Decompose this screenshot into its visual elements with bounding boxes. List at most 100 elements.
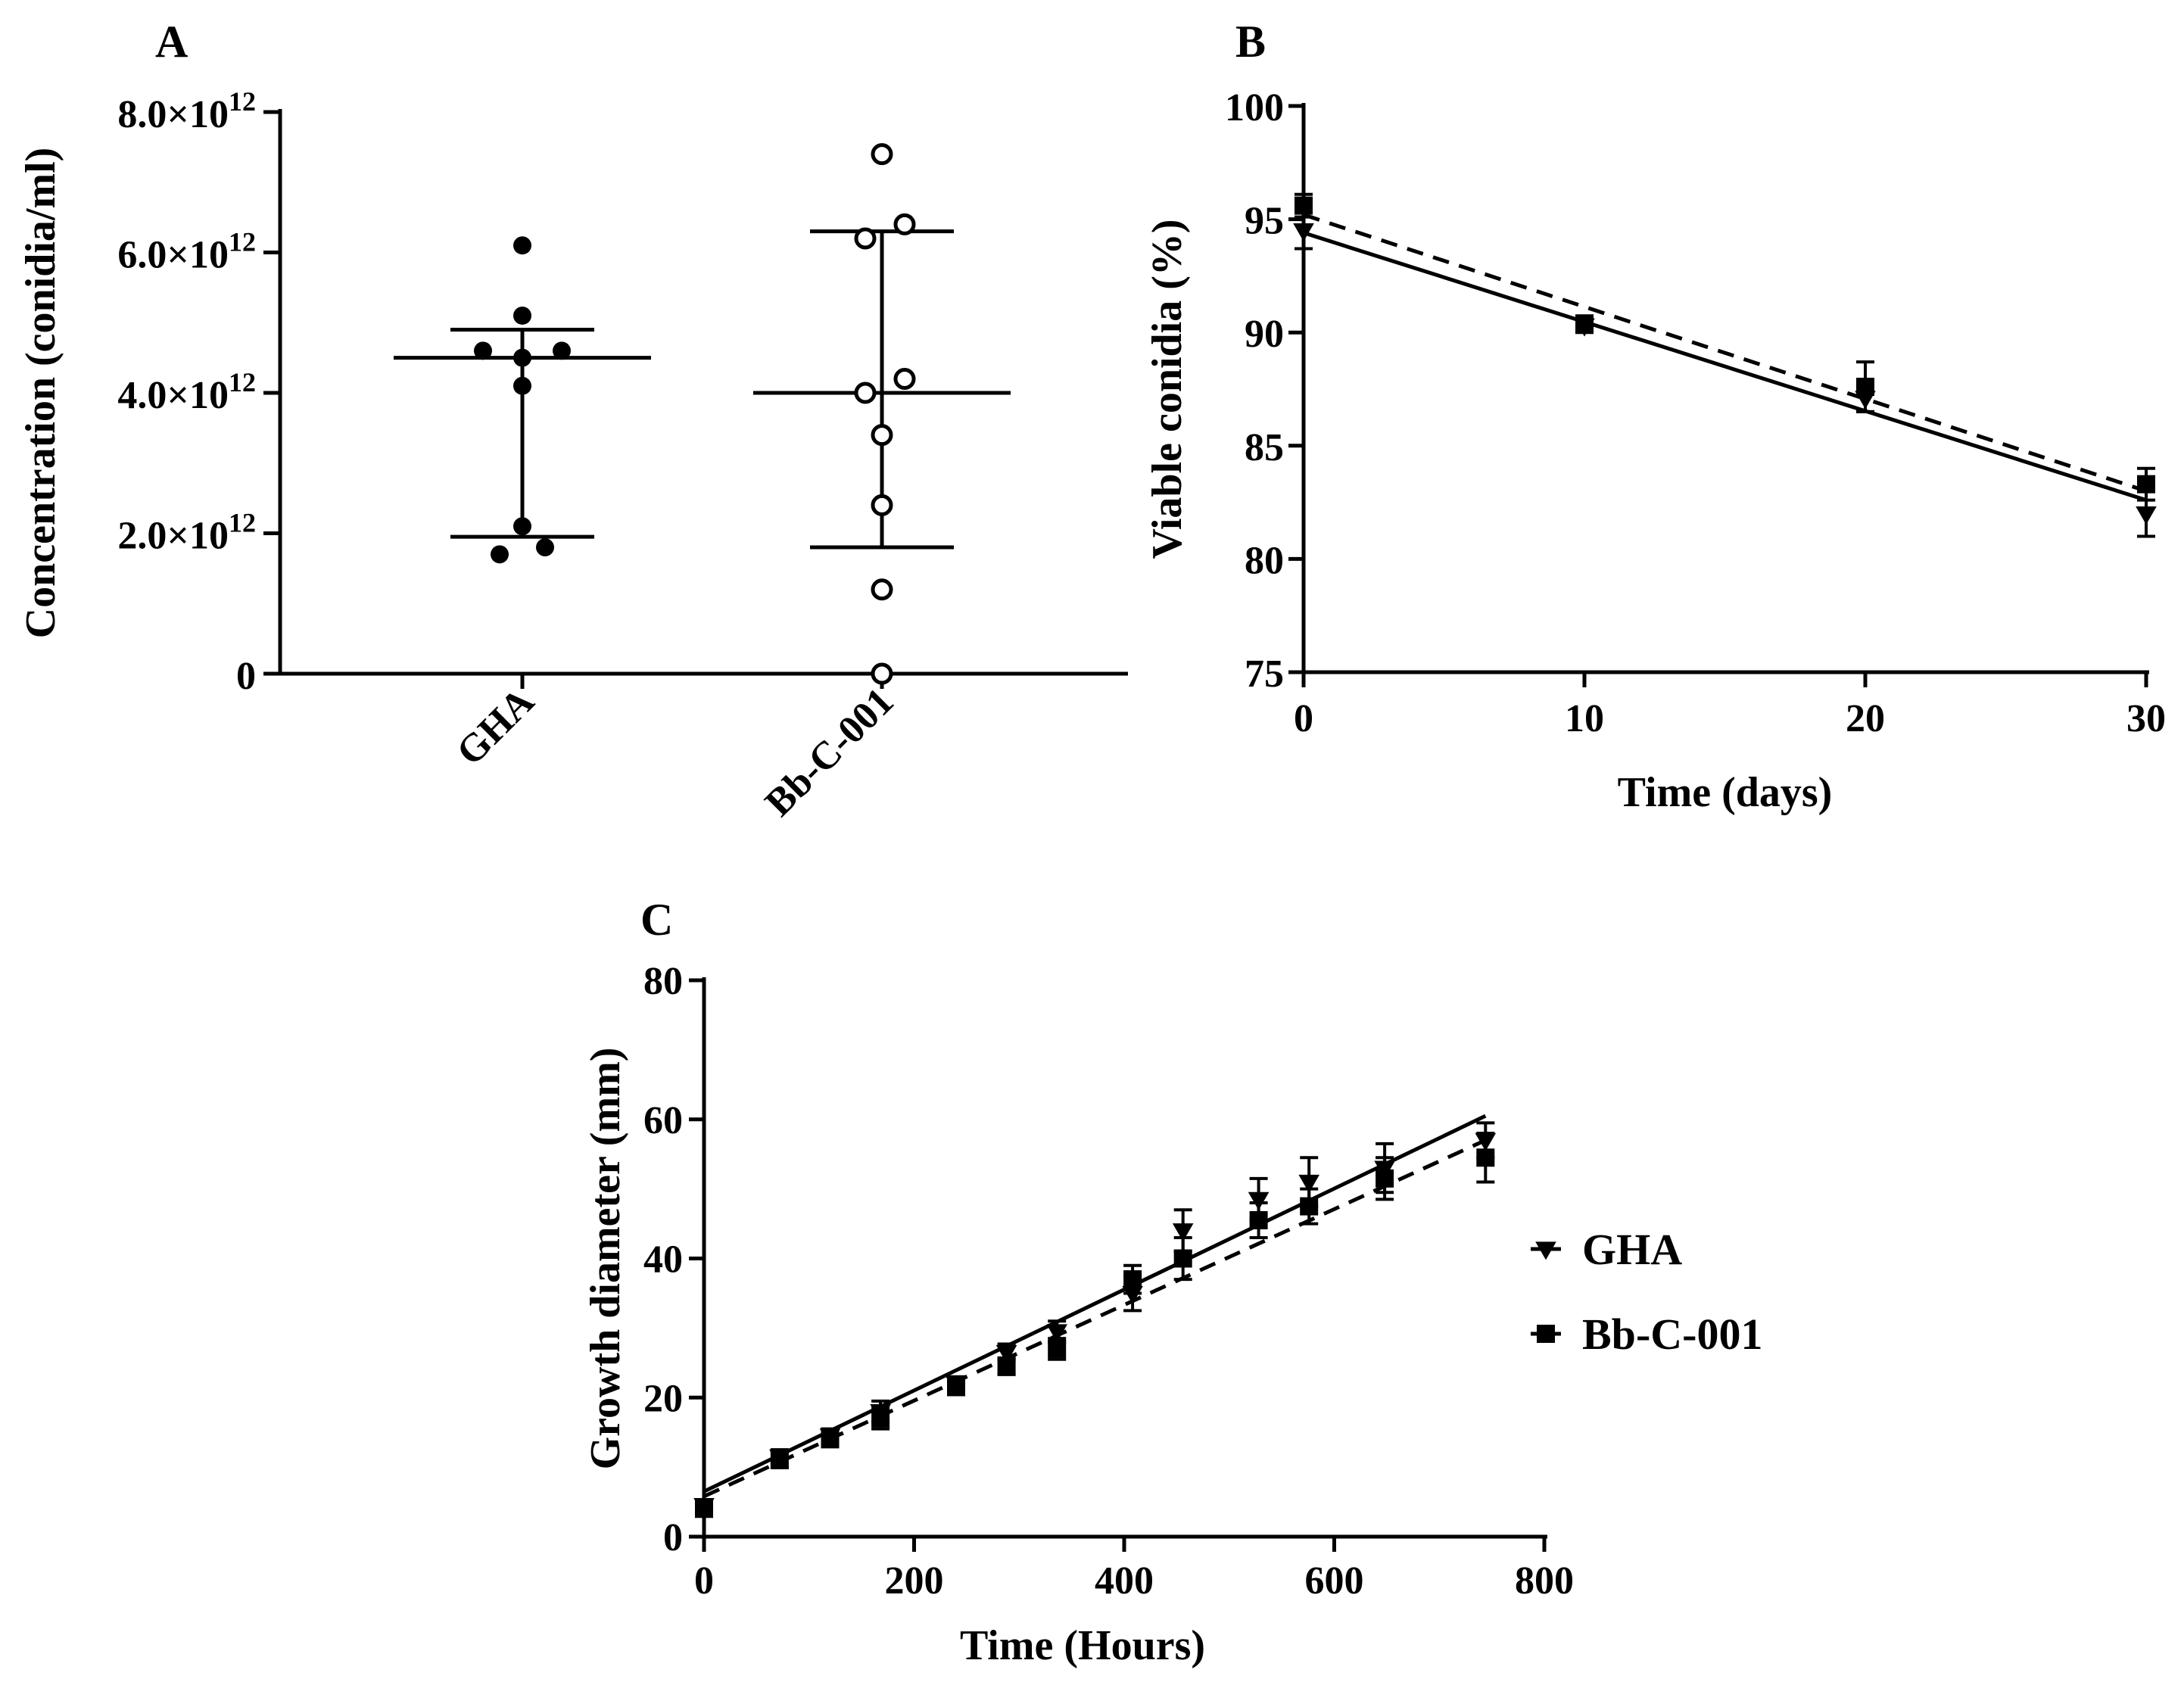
legend: GHA Bb-C-001 [1531, 1225, 1762, 1359]
data-point [997, 1357, 1016, 1375]
data-point [695, 1500, 713, 1518]
data-point [1298, 1174, 1319, 1193]
data-point [1575, 314, 1594, 333]
panel-label: B [1235, 17, 1266, 67]
data-point [553, 341, 571, 360]
legend-marker [1535, 1241, 1556, 1260]
data-point [1376, 1169, 1394, 1188]
y-tick-label: 90 [1245, 313, 1284, 356]
y-tick-exponent: 12 [229, 508, 256, 538]
y-axis-title: Viable conidia (%) [1144, 219, 1191, 559]
y-tick-exponent: 12 [229, 367, 256, 397]
data-point [474, 341, 492, 360]
y-tick-exponent: 12 [229, 227, 256, 257]
x-tick-label: Bb-C-001 [757, 680, 902, 824]
data-point [1856, 378, 1874, 397]
data-point [871, 662, 893, 685]
data-point [1123, 1270, 1142, 1289]
x-tick-label: 0 [1294, 697, 1313, 740]
legend-marker [1537, 1325, 1555, 1343]
y-tick-label: 60 [643, 1099, 683, 1142]
data-point [513, 517, 531, 536]
data-point [2136, 506, 2157, 525]
y-tick-exponent: 12 [229, 86, 256, 117]
data-point [947, 1378, 965, 1397]
x-axis-title: Time (days) [1618, 769, 1833, 816]
data-point [995, 1344, 1017, 1363]
series-GHA [394, 236, 651, 564]
data-point [893, 367, 916, 390]
data-point [1048, 1339, 1067, 1358]
y-tick-mantissa: 6.0×10 [117, 234, 229, 277]
data-point [871, 494, 893, 516]
data-point [854, 227, 877, 250]
x-tick-label: 400 [1095, 1559, 1154, 1603]
data-point [1248, 1191, 1270, 1210]
series-Bb-C-001 [1295, 192, 2155, 502]
fit-line [1303, 213, 2147, 494]
data-point [2137, 475, 2155, 494]
data-point [1476, 1148, 1495, 1167]
panel-label: A [155, 17, 188, 67]
x-axis-title: Time (Hours) [960, 1622, 1205, 1669]
x-tick-label: 0 [694, 1559, 714, 1603]
y-tick-label: 85 [1245, 426, 1284, 469]
data-point [491, 545, 509, 564]
series-Bb-C-001 [753, 143, 1011, 685]
y-tick-label: 40 [643, 1238, 683, 1282]
y-tick-label: 0 [236, 655, 256, 698]
x-tick-label: 600 [1305, 1559, 1364, 1603]
y-tick-label: 6.0×1012 [117, 227, 256, 277]
y-tick-label: 20 [643, 1377, 683, 1420]
data-point [1173, 1249, 1192, 1268]
y-axis-title: Concentration (conidia/ml) [17, 148, 64, 639]
y-tick-mantissa: 0 [236, 655, 256, 698]
x-tick-label: 200 [885, 1559, 944, 1603]
panel-b: B 75 80 85 90 95 100 0 10 20 30 Time (days) Viable c… [1144, 17, 2166, 816]
data-point [1300, 1197, 1319, 1216]
data-point [871, 578, 893, 601]
data-point [854, 382, 877, 404]
legend-label: GHA [1582, 1225, 1682, 1274]
x-tick-label: 30 [2126, 697, 2166, 740]
x-tick-label: 800 [1515, 1559, 1574, 1603]
x-tick-label: 10 [1565, 697, 1604, 740]
data-point [1122, 1285, 1143, 1304]
y-tick-label: 0 [663, 1516, 683, 1559]
series-Bb-C-001 [695, 1132, 1495, 1518]
y-tick-label: 4.0×1012 [117, 367, 256, 417]
y-tick-mantissa: 8.0×10 [117, 93, 229, 136]
fit-line [1303, 231, 2147, 502]
data-point [1295, 196, 1313, 215]
data-point [821, 1430, 840, 1449]
y-tick-label: 75 [1245, 653, 1284, 696]
data-point [770, 1450, 789, 1469]
x-tick-label: 20 [1846, 697, 1885, 740]
y-axis-title: Growth diameter (mm) [582, 1048, 629, 1470]
y-tick-label: 8.0×1012 [117, 86, 256, 136]
data-point [893, 213, 916, 235]
y-tick-mantissa: 2.0×10 [117, 515, 229, 558]
y-tick-label: 80 [1245, 539, 1284, 582]
x-tick-label: GHA [448, 680, 542, 774]
data-point [871, 143, 893, 166]
data-point [871, 1409, 890, 1428]
panel-a: A02.0×10124.0×10126.0×10128.0×1012Concen… [17, 17, 1128, 825]
y-tick-label: 95 [1245, 200, 1284, 243]
data-point [1172, 1223, 1194, 1242]
data-point [513, 306, 531, 325]
data-point [536, 538, 554, 557]
legend-label: Bb-C-001 [1582, 1310, 1762, 1359]
y-tick-mantissa: 4.0×10 [117, 374, 229, 417]
data-point [871, 424, 893, 447]
series-GHA [1293, 210, 2157, 538]
data-point [513, 348, 531, 367]
panel-label: C [640, 895, 673, 945]
y-tick-label: 2.0×1012 [117, 508, 256, 558]
data-point [513, 376, 531, 395]
data-point [1293, 223, 1314, 241]
data-point [513, 236, 531, 255]
data-point [1046, 1324, 1067, 1343]
